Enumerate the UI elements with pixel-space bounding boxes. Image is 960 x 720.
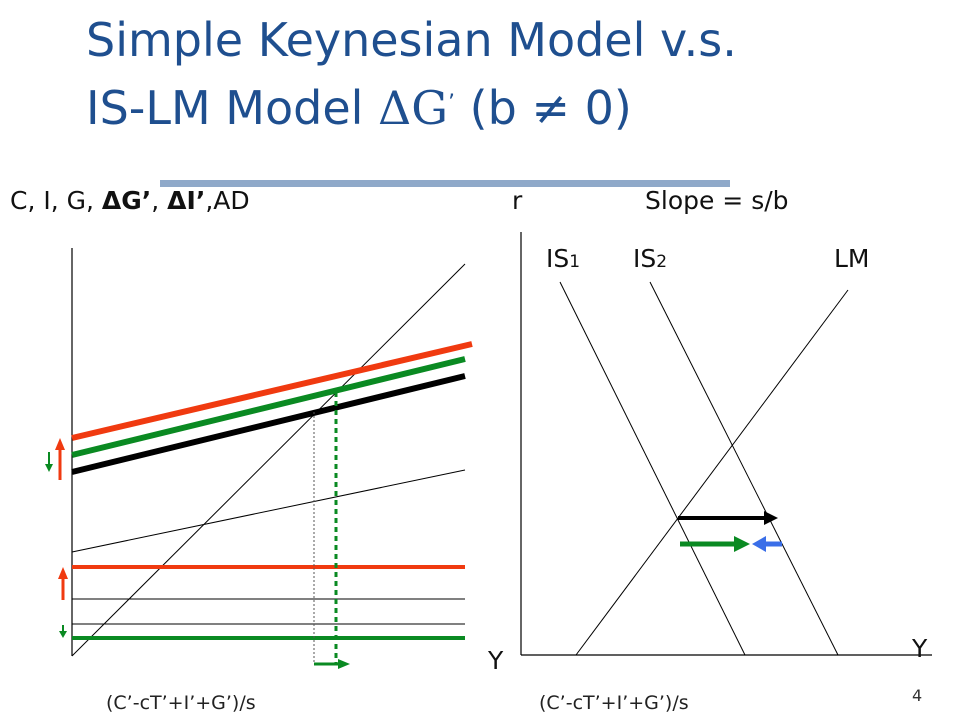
left-y-axis-delta-g: ΔG’ [101,186,152,215]
is2-label-text: IS [633,244,657,273]
right-x-axis-label: Y [912,634,928,663]
title-text-2-suffix: (b ≠ 0) [455,81,632,135]
ad-line-black [71,373,466,475]
title-text-1: Simple Keynesian Model v.s. [86,13,737,67]
is1-curve [559,281,746,656]
right-x-axis-annotation: (C’-cT’+I’+G’)/s [539,692,689,714]
right-y-axis-label: r [512,186,523,215]
left-y-axis-label-prefix: C, I, G, [10,186,102,215]
left-45-degree-line [71,263,466,657]
lm-label: LM [834,244,870,273]
is1-label-sub: 1 [569,252,581,272]
ad-line-green [71,356,466,458]
left-y-axis-sep: , [151,186,168,215]
equilibrium-shift-arrow-head [338,659,350,669]
left-x-axis-annotation: (C’-cT’+I’+G’)/s [106,692,256,714]
page-number: 4 [912,686,923,705]
is-shift-arrow-head-black [764,511,778,525]
crowding-out-arrow-head-blue [752,536,766,552]
left-x-axis-label: Y [488,646,504,675]
is1-label: IS1 [546,244,580,277]
output-shift-arrow-head-green [734,536,750,552]
is2-label-sub: 2 [656,252,668,272]
header-bar [160,180,730,187]
left-consumption-line [71,469,466,553]
slope-label: Slope = s/b [645,186,789,215]
left-y-axis-label: C, I, G, ΔG’, ΔI’,AD [10,186,250,216]
ad-line-red [71,341,473,441]
title-apostrophe: ’ [448,91,456,116]
investment-shift-up-arrow-head [58,567,68,579]
ad-shift-down-arrow-head [45,464,53,472]
slide-title-line-2: IS-LM Model ΔG’ (b ≠ 0) [86,76,632,136]
left-y-axis-label-suffix: ,AD [205,186,250,215]
slide-title-line-1: Simple Keynesian Model v.s. [86,12,737,68]
is1-label-text: IS [546,244,570,273]
left-y-axis-delta-i: ΔI’ [167,186,206,215]
is2-curve [649,281,839,656]
investment-shift-down-arrow-head [59,631,67,638]
is2-label: IS2 [633,244,667,277]
title-text-2-prefix: IS-LM Model [86,81,379,135]
lm-curve [575,289,849,656]
ad-shift-up-arrow-head [55,438,65,450]
title-delta-g: ΔG [378,81,449,135]
